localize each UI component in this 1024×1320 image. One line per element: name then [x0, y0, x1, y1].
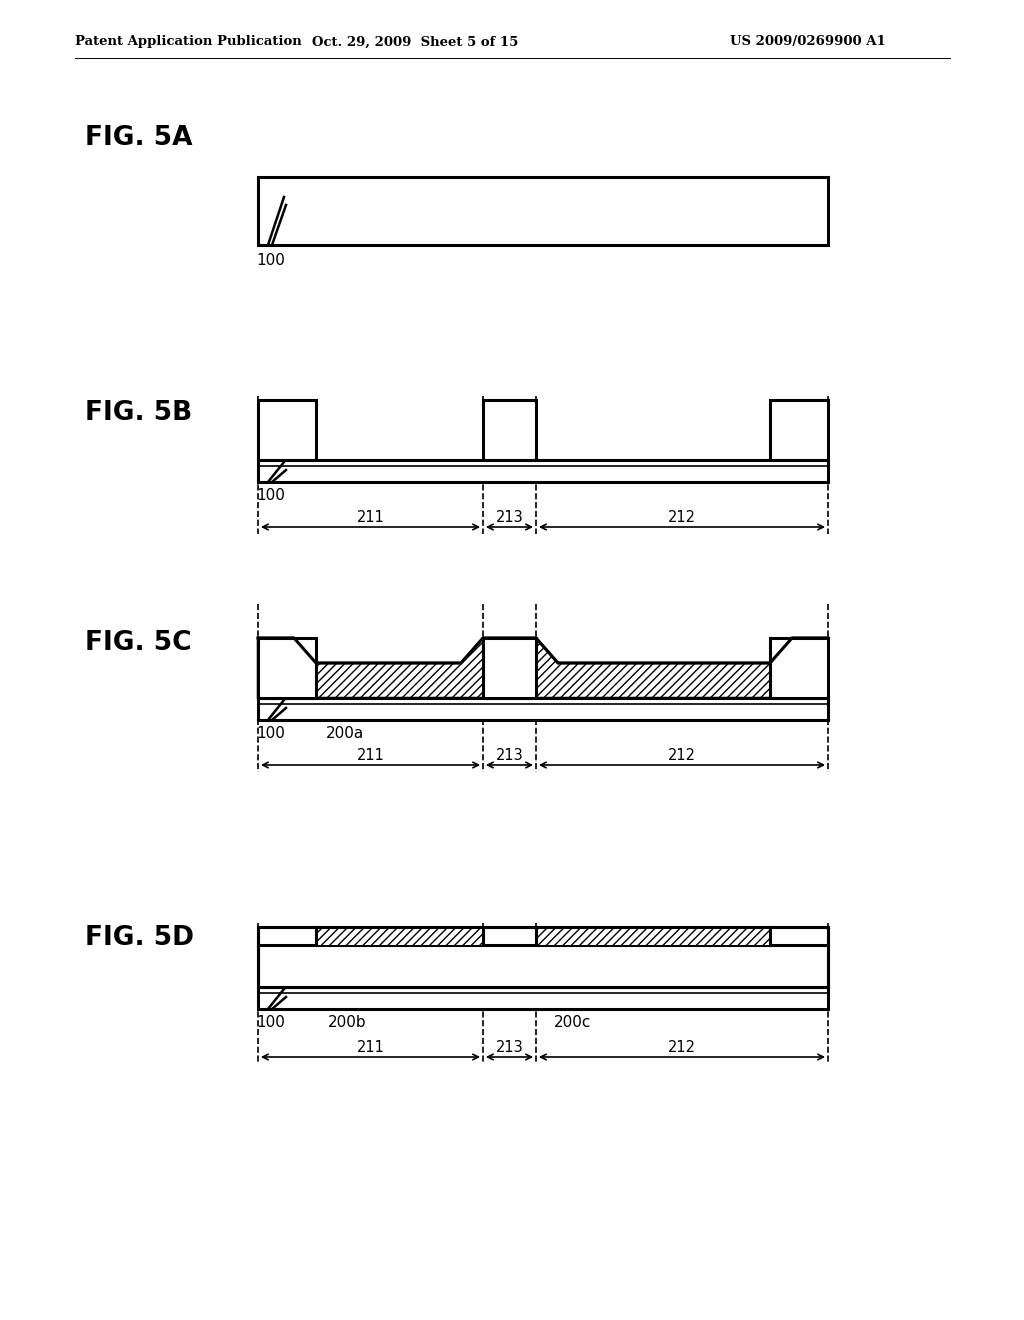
- Text: 200c: 200c: [554, 1015, 592, 1030]
- Bar: [258, 400, 316, 459]
- Text: FIG. 5A: FIG. 5A: [85, 125, 193, 150]
- Polygon shape: [258, 638, 828, 698]
- Bar: [258, 927, 828, 987]
- Text: 212: 212: [668, 748, 696, 763]
- Text: 213: 213: [496, 748, 523, 763]
- Text: 100: 100: [256, 1015, 285, 1030]
- Text: Patent Application Publication: Patent Application Publication: [75, 36, 302, 49]
- Text: Oct. 29, 2009  Sheet 5 of 15: Oct. 29, 2009 Sheet 5 of 15: [312, 36, 518, 49]
- Text: 213: 213: [496, 510, 523, 525]
- Text: 100: 100: [256, 488, 285, 503]
- Bar: [258, 638, 316, 698]
- Bar: [316, 927, 483, 945]
- Text: FIG. 5B: FIG. 5B: [85, 400, 193, 426]
- Text: FIG. 5C: FIG. 5C: [85, 630, 191, 656]
- Text: 212: 212: [668, 1040, 696, 1055]
- Text: 100: 100: [256, 253, 285, 268]
- Bar: [483, 400, 536, 459]
- Bar: [536, 927, 770, 945]
- Text: 200b: 200b: [328, 1015, 367, 1030]
- Bar: [258, 927, 828, 987]
- Bar: [770, 638, 828, 698]
- Bar: [258, 459, 828, 482]
- Text: 100: 100: [256, 726, 285, 741]
- Text: 211: 211: [356, 1040, 384, 1055]
- Text: 211: 211: [356, 748, 384, 763]
- Text: 211: 211: [356, 510, 384, 525]
- Text: 213: 213: [496, 1040, 523, 1055]
- Bar: [258, 177, 828, 246]
- Bar: [258, 987, 828, 1008]
- Bar: [770, 400, 828, 459]
- Text: US 2009/0269900 A1: US 2009/0269900 A1: [730, 36, 886, 49]
- Bar: [483, 638, 536, 698]
- Bar: [258, 698, 828, 719]
- Text: FIG. 5D: FIG. 5D: [85, 925, 194, 950]
- Text: 200a: 200a: [326, 726, 365, 741]
- Text: 212: 212: [668, 510, 696, 525]
